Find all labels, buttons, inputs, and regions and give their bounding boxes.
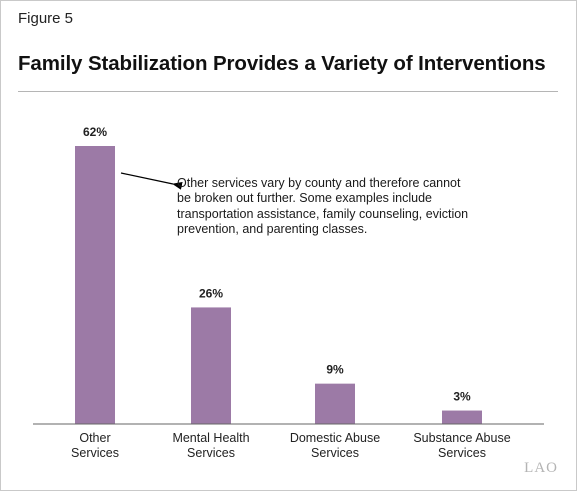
chart-title: Family Stabilization Provides a Variety …	[18, 52, 546, 75]
bars-group	[75, 146, 482, 424]
lao-logo: LAO	[524, 460, 558, 476]
annotation-text: Other services vary by county and theref…	[177, 176, 469, 236]
category-labels-group: Other Services Mental Health Services Domest…	[71, 431, 511, 460]
category-label: Domestic Abuse Services	[290, 431, 380, 460]
category-label: Substance Abuse Services	[413, 431, 510, 460]
value-labels-group: 62% 26% 9% 3%	[83, 125, 471, 404]
title-divider	[18, 91, 558, 92]
bar-2	[315, 383, 355, 424]
bar-value-label: 26%	[199, 286, 223, 300]
bar-3	[442, 410, 482, 424]
category-label: Mental Health Services	[172, 431, 249, 460]
bar-value-label: 3%	[453, 390, 471, 404]
bar-value-label: 62%	[83, 125, 107, 139]
bar-value-label: 9%	[326, 363, 344, 377]
category-label: Other Services	[71, 431, 119, 460]
annotation-arrow	[120, 172, 183, 190]
bar-1	[191, 307, 231, 424]
bar-0	[75, 146, 115, 424]
figure-label: Figure 5	[18, 10, 74, 27]
